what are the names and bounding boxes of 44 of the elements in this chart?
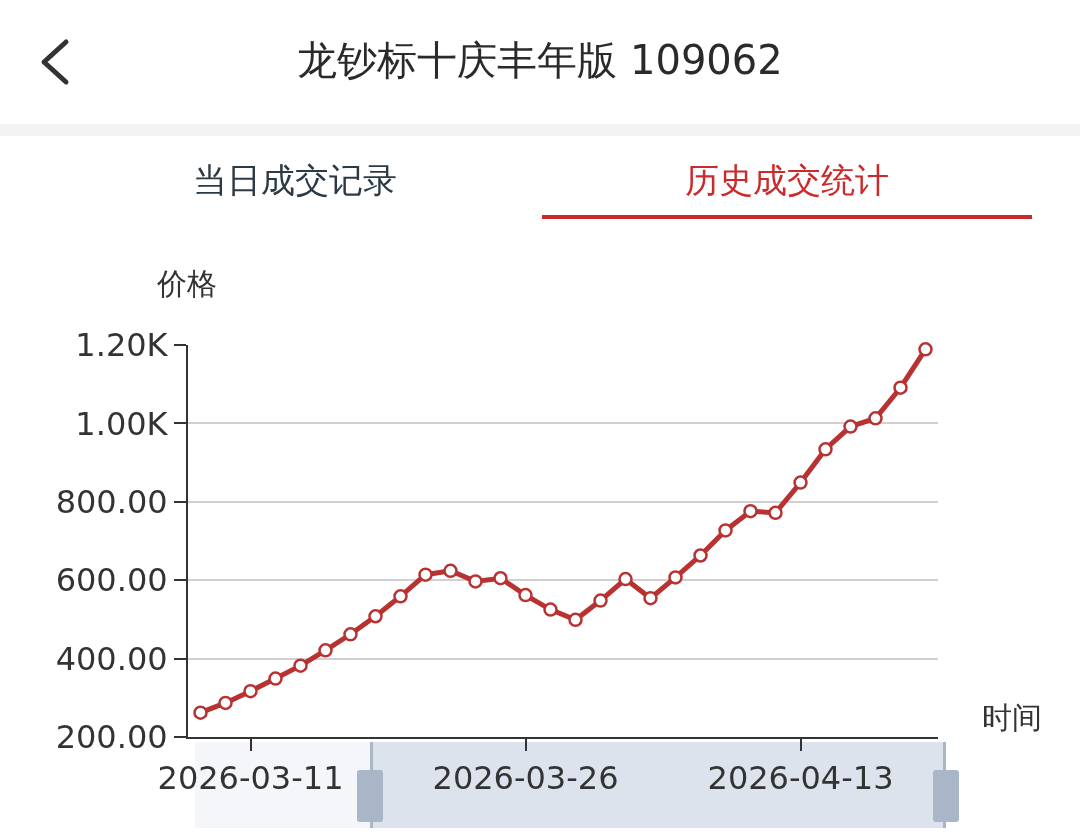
point [343, 627, 358, 642]
y-tick-label: 800.00 [55, 483, 168, 521]
point [393, 589, 408, 604]
x-tick-label: 2026-04-13 [707, 759, 894, 798]
point [868, 411, 883, 426]
point [493, 570, 508, 586]
point [893, 380, 908, 395]
point [818, 442, 833, 457]
point [593, 593, 608, 608]
y-axis-title: 价格 [156, 266, 217, 301]
point [768, 505, 783, 521]
point [268, 671, 283, 686]
point [543, 602, 558, 617]
x-axis-title: 时间 [982, 700, 1042, 735]
point [368, 609, 383, 624]
point [693, 548, 708, 563]
point [793, 475, 808, 490]
point [443, 563, 458, 579]
point [243, 683, 258, 699]
y-tick-label: 400.00 [55, 639, 168, 678]
point [318, 643, 333, 658]
point [418, 567, 433, 582]
y-tick-label: 200.00 [55, 718, 168, 757]
chart-title: 龙钞标十庆丰年版 109062 [297, 37, 783, 83]
text: 历史成交统计 [684, 159, 890, 202]
point [618, 571, 633, 587]
point [193, 705, 208, 720]
point [918, 342, 933, 357]
point [668, 570, 683, 585]
point [643, 590, 658, 606]
y-tick-label: 1.00K [75, 404, 169, 443]
y-tick-label: 1.20K [75, 326, 169, 365]
point [468, 574, 483, 589]
point [718, 523, 733, 538]
point [218, 695, 233, 711]
point [843, 419, 858, 434]
point [293, 658, 308, 673]
point [743, 503, 758, 519]
x-tick-label: 2026-03-11 [157, 759, 344, 798]
point [518, 587, 533, 603]
text: 当日成交记录 [192, 159, 398, 202]
y-tick-label: 600.00 [55, 561, 168, 600]
x-tick-label: 2026-03-26 [432, 759, 619, 798]
point [568, 612, 583, 628]
